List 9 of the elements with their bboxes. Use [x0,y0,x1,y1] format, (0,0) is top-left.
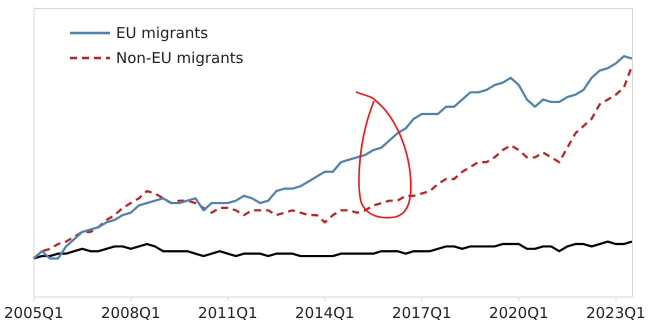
x-tick-label: 2005Q1 [4,304,64,322]
x-tick-label: 2020Q1 [489,304,549,322]
x-tick-label: 2011Q1 [198,304,258,322]
x-tick-label: 2014Q1 [295,304,355,322]
x-tick-label: 2008Q1 [101,304,161,322]
legend-label: Non-EU migrants [116,48,244,66]
x-tick-label: 2023Q1 [586,304,646,322]
legend-label: EU migrants [116,24,208,42]
x-tick-label: 2017Q1 [392,304,452,322]
